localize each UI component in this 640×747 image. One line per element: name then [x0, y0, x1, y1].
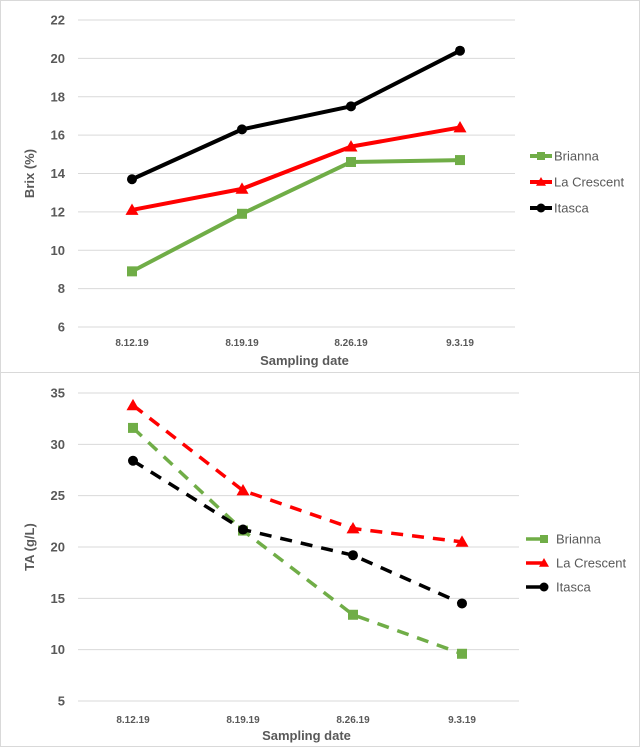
ta-chart-panel: 5 10 15 20 25 30 35 8.12.19 8.19.19 8.26.19 9.3.19…: [0, 372, 640, 747]
y-tick-label: 20: [51, 540, 65, 555]
legend-square-icon: [540, 535, 548, 543]
y-tick-label: 18: [51, 89, 65, 104]
data-point-la-crescent: [236, 484, 250, 496]
series-line-itasca: [132, 459, 463, 606]
y-tick-label: 10: [51, 642, 65, 657]
x-tick-label: 9.3.19: [448, 715, 476, 726]
legend-label: La Crescent: [556, 556, 626, 571]
x-tick-label: 9.3.19: [446, 338, 474, 349]
data-point-brianna: [457, 648, 467, 659]
data-point-brianna: [237, 208, 247, 219]
legend-circle-icon: [539, 582, 549, 592]
data-point-itasca: [346, 101, 356, 112]
x-tick-label: 8.26.19: [334, 338, 368, 349]
series-line-brianna: [131, 426, 463, 656]
brix-chart-panel: 6 8 10 12 14 16 18 20 22 8.12.19 8.19.19 8.26.19 9.3…: [0, 0, 640, 373]
y-tick-label: 12: [51, 204, 65, 219]
data-point-itasca: [348, 550, 358, 561]
legend-item-la-crescent: La Crescent: [530, 175, 624, 190]
y-axis-title: Brix (%): [22, 149, 37, 198]
data-point-la-crescent: [235, 182, 249, 194]
legend-label: Itasca: [556, 580, 591, 595]
data-point-brianna: [348, 609, 358, 620]
x-axis-title: Sampling date: [262, 728, 351, 743]
series-line-la-crescent: [131, 403, 463, 544]
data-point-itasca: [127, 174, 137, 185]
y-tick-label: 6: [58, 320, 65, 335]
data-point-la-crescent: [126, 398, 140, 411]
data-point-la-crescent: [125, 203, 139, 215]
data-point-brianna: [346, 156, 356, 167]
x-tick-label: 8.19.19: [225, 338, 259, 349]
data-point-la-crescent: [344, 140, 358, 152]
x-tick-label: 8.19.19: [226, 715, 260, 726]
brix-chart: 6 8 10 12 14 16 18 20 22 8.12.19 8.19.19 8.26.19 9.3…: [22, 13, 624, 369]
legend-item-itasca: Itasca: [530, 201, 589, 216]
y-tick-label: 25: [51, 488, 65, 503]
legend-label: Brianna: [556, 532, 602, 547]
y-tick-label: 10: [51, 243, 65, 258]
y-axis-title: TA (g/L): [22, 523, 37, 571]
data-point-itasca: [128, 455, 138, 466]
y-tick-label: 14: [51, 166, 66, 181]
legend-circle-icon: [536, 203, 546, 213]
series-line-itasca: [131, 48, 461, 182]
y-tick-label: 35: [51, 386, 65, 401]
legend-label: Itasca: [554, 201, 589, 216]
y-tick-label: 30: [51, 437, 65, 452]
data-point-la-crescent: [346, 522, 360, 534]
y-tick-label: 16: [51, 128, 65, 143]
data-point-la-crescent: [453, 120, 467, 133]
x-tick-label: 8.26.19: [336, 715, 370, 726]
x-tick-label: 8.12.19: [115, 338, 149, 349]
legend-item-la-crescent: La Crescent: [526, 556, 626, 571]
y-tick-label: 8: [58, 281, 65, 296]
data-point-brianna: [455, 155, 465, 166]
y-tick-label: 20: [51, 51, 65, 66]
data-point-brianna: [128, 422, 138, 433]
data-point-la-crescent: [455, 535, 469, 547]
legend-square-icon: [537, 152, 545, 160]
data-point-brianna: [127, 266, 137, 277]
legend-item-brianna: Brianna: [526, 532, 602, 547]
data-point-itasca: [238, 524, 248, 535]
series-line-brianna: [131, 158, 461, 274]
y-tick-label: 5: [58, 694, 65, 709]
x-axis-title: Sampling date: [260, 353, 349, 368]
legend-item-itasca: Itasca: [526, 580, 591, 595]
legend-label: Brianna: [554, 149, 600, 164]
legend-item-brianna: Brianna: [530, 149, 600, 164]
data-point-itasca: [457, 598, 467, 609]
legend-triangle-icon: [539, 558, 549, 567]
x-tick-label: 8.12.19: [116, 715, 150, 726]
y-tick-label: 15: [51, 591, 65, 606]
legend-label: La Crescent: [554, 175, 624, 190]
ta-chart: 5 10 15 20 25 30 35 8.12.19 8.19.19 8.26.19 9.3.19…: [22, 386, 626, 744]
series-line-la-crescent: [131, 125, 461, 212]
legend-triangle-icon: [536, 177, 546, 186]
y-tick-label: 22: [51, 13, 65, 28]
data-point-itasca: [455, 45, 465, 56]
data-point-itasca: [237, 124, 247, 135]
